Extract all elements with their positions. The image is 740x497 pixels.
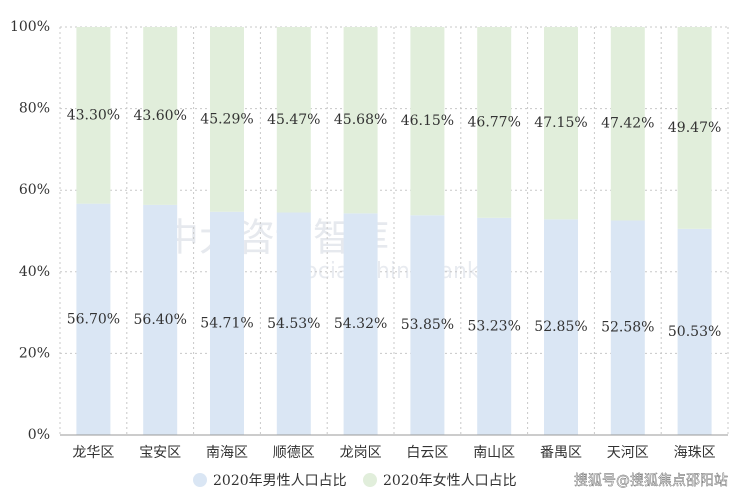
bar-segment bbox=[477, 27, 512, 218]
bar-segment bbox=[343, 213, 378, 435]
bar-segment bbox=[143, 204, 178, 435]
value-label: 54.53% bbox=[267, 316, 320, 332]
x-tick-label: 海珠区 bbox=[674, 445, 716, 461]
value-label: 47.15% bbox=[534, 115, 587, 131]
value-label: 53.23% bbox=[468, 318, 521, 334]
y-tick-label: 60% bbox=[19, 182, 50, 198]
bar-segment bbox=[276, 212, 311, 435]
bar-segment bbox=[477, 217, 512, 435]
bar-segment bbox=[143, 27, 178, 205]
bar-segment bbox=[410, 27, 445, 216]
value-label: 46.77% bbox=[468, 114, 521, 130]
bar-segment bbox=[76, 27, 111, 204]
value-label: 43.60% bbox=[134, 108, 187, 124]
y-tick-label: 80% bbox=[19, 101, 50, 117]
value-label: 45.47% bbox=[267, 112, 320, 128]
value-label: 53.85% bbox=[401, 317, 454, 333]
x-tick-label: 番禺区 bbox=[540, 445, 582, 461]
bar-segment bbox=[677, 228, 712, 435]
x-tick-label: 龙华区 bbox=[72, 445, 114, 461]
x-tick-label: 宝安区 bbox=[139, 445, 181, 461]
value-label: 54.32% bbox=[334, 316, 387, 332]
value-label: 49.47% bbox=[668, 120, 721, 136]
bar-segment bbox=[343, 27, 378, 214]
x-tick-label: 天河区 bbox=[607, 445, 649, 461]
bar-segment bbox=[544, 219, 578, 435]
value-label: 52.58% bbox=[601, 320, 654, 336]
x-tick-label: 白云区 bbox=[406, 445, 448, 461]
x-tick-label: 顺德区 bbox=[273, 445, 315, 461]
value-label: 45.68% bbox=[334, 112, 387, 128]
bar-segment bbox=[210, 211, 244, 435]
bar-segment bbox=[410, 215, 445, 435]
x-tick-label: 南山区 bbox=[473, 445, 515, 461]
legend-marker bbox=[363, 473, 377, 487]
value-label: 45.29% bbox=[200, 111, 253, 127]
bar-segment bbox=[610, 220, 645, 435]
value-label: 47.42% bbox=[601, 116, 654, 132]
x-tick-label: 南海区 bbox=[206, 445, 248, 461]
bar-segment bbox=[276, 27, 311, 213]
bar-segment bbox=[610, 27, 645, 221]
legend-label: 2020年男性人口占比 bbox=[213, 473, 347, 489]
value-label: 56.70% bbox=[67, 311, 120, 327]
value-label: 50.53% bbox=[668, 324, 721, 340]
y-tick-label: 20% bbox=[19, 345, 50, 361]
credit: 搜狐号@搜狐焦点邵阳站 bbox=[574, 473, 728, 489]
value-label: 43.30% bbox=[67, 107, 120, 123]
value-label: 54.71% bbox=[200, 315, 253, 331]
x-tick-label: 龙岗区 bbox=[340, 445, 382, 461]
legend-marker bbox=[193, 473, 207, 487]
bar-segment bbox=[76, 203, 111, 435]
value-label: 56.40% bbox=[134, 312, 187, 328]
bar-segment bbox=[544, 27, 578, 220]
y-tick-label: 40% bbox=[19, 264, 50, 280]
bar-segment bbox=[210, 27, 244, 212]
value-label: 52.85% bbox=[534, 319, 587, 335]
y-tick-label: 100% bbox=[10, 19, 50, 35]
bar-segment bbox=[677, 27, 712, 229]
y-tick-label: 0% bbox=[28, 427, 50, 443]
legend-label: 2020年女性人口占比 bbox=[383, 472, 517, 489]
value-label: 46.15% bbox=[401, 113, 454, 129]
